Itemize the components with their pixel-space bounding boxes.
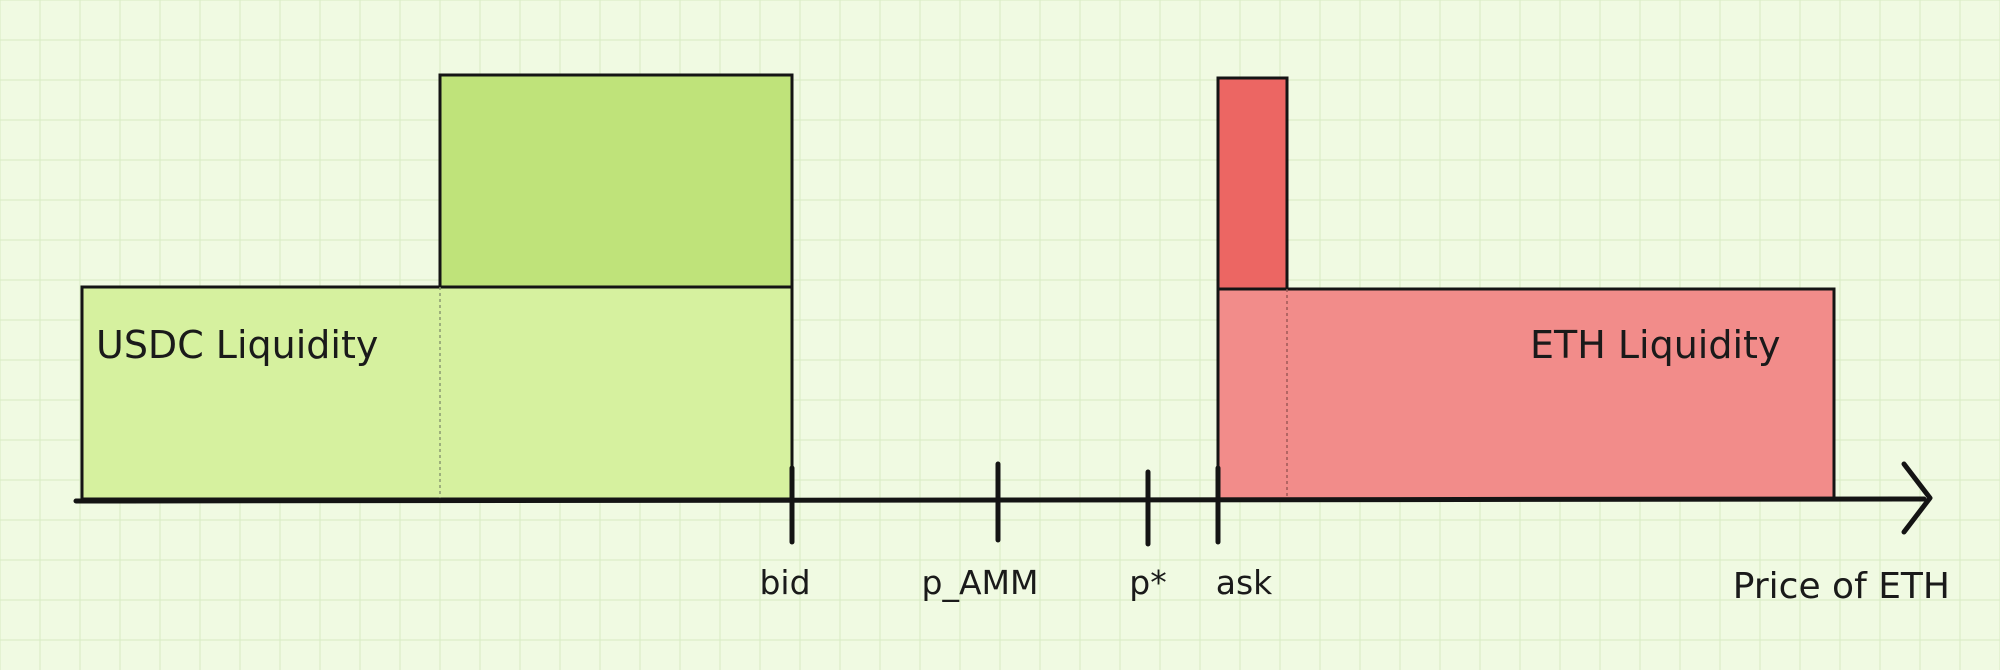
eth-top-block [1216,76,1289,291]
eth-base-block [1216,287,1836,501]
tick-label-bid: bid [759,563,810,602]
eth-liquidity-label: ETH Liquidity [1530,323,1780,367]
tick-label-ask: ask [1216,563,1273,602]
tick-label-p-star: p* [1129,563,1166,602]
tick-label-p-amm: p_AMM [922,563,1039,602]
usdc-base-block [80,285,794,501]
usdc-top-block [438,73,794,289]
usdc-liquidity-label: USDC Liquidity [96,323,378,367]
axis-arrowhead [1901,461,1933,535]
axis-title: Price of ETH [1733,566,1950,607]
